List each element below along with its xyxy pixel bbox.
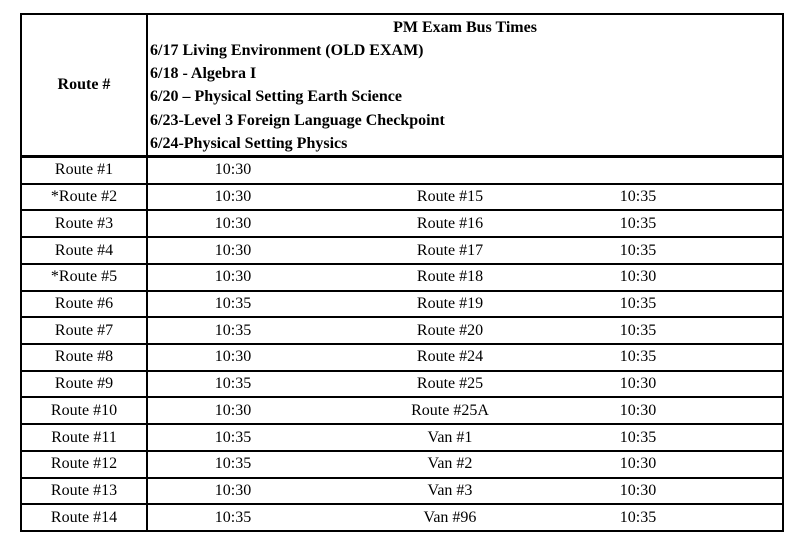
route-cell: Route #15 [416,188,484,206]
time-cell: 10:35 [214,428,252,446]
route-cell: Route #24 [416,348,484,366]
route-cell: Route #6 [22,291,148,317]
route-cell: Route #13 [22,478,148,504]
time-cell: 10:30 [214,161,252,179]
route-cell: Route #10 [22,398,148,424]
time-cell: 10:35 [619,241,657,259]
table-row: Route #10 10:30 Route #25A 10:30 [22,398,782,426]
time-cell: 10:35 [214,294,252,312]
table-row: Route #13 10:30 Van #3 10:30 [22,478,782,506]
route-cell: *Route #5 [22,264,148,290]
time-cell: 10:35 [619,294,657,312]
time-cell: 10:30 [619,481,657,499]
route-cell: Van #1 [427,428,473,446]
route-cell: Route #25 [416,375,484,393]
table-row: Route #11 10:35 Van #1 10:35 [22,425,782,452]
empty-cell [694,185,782,210]
route-cell [318,158,582,183]
table-row: *Route #5 10:30 Route #18 10:30 [22,264,782,292]
table-row: Route #1 10:30 [22,158,782,185]
time-cell: 10:30 [214,188,252,206]
route-cell: Route #1 [22,158,148,183]
table-header-row: Route # PM Exam Bus Times 6/17 Living En… [22,15,782,158]
route-cell: Route #3 [22,211,148,237]
empty-cell [694,372,782,397]
table-row: *Route #2 10:30 Route #15 10:35 [22,184,782,212]
time-cell: 10:35 [214,455,252,473]
time-cell: 10:30 [619,375,657,393]
table-row: Route #7 10:35 Route #20 10:35 [22,318,782,346]
time-cell: 10:30 [214,268,252,286]
empty-cell [694,292,782,317]
empty-cell [694,238,782,263]
empty-cell [694,211,782,236]
table-header-info: PM Exam Bus Times 6/17 Living Environmen… [148,15,782,155]
exam-line: 6/23-Level 3 Foreign Language Checkpoint [150,111,445,129]
time-cell: 10:30 [619,455,657,473]
table-row: Route #12 10:35 Van #2 10:30 [22,451,782,479]
empty-cell [694,318,782,343]
bus-times-table: Route # PM Exam Bus Times 6/17 Living En… [20,13,784,532]
route-cell: Route #17 [416,241,484,259]
route-cell: Route #7 [22,318,148,344]
time-cell: 10:35 [619,214,657,232]
time-cell: 10:30 [619,268,657,286]
time-cell: 10:35 [619,508,657,526]
route-cell: Route #25A [411,401,489,419]
time-cell: 10:35 [619,428,657,446]
table-row: Route #14 10:35 Van #96 10:35 [22,505,782,531]
time-cell: 10:30 [619,401,657,419]
empty-cell [694,158,782,183]
empty-cell [694,425,782,450]
route-cell: Route #11 [22,425,148,450]
empty-cell [694,398,782,423]
route-cell: Route #18 [416,268,484,286]
exam-line: 6/24-Physical Setting Physics [150,134,348,152]
route-cell: Route #20 [416,321,484,339]
table-row: Route #6 10:35 Route #19 10:35 [22,291,782,319]
time-cell: 10:30 [214,401,252,419]
time-cell [582,158,694,183]
route-cell: Van #2 [427,455,473,473]
route-cell: Van #96 [423,508,477,526]
empty-cell [694,345,782,370]
empty-cell [694,452,782,477]
time-cell: 10:35 [619,188,657,206]
route-cell: Route #14 [22,505,148,531]
route-column-header: Route # [22,15,148,155]
route-cell: Van #3 [427,481,473,499]
time-cell: 10:30 [214,241,252,259]
time-cell: 10:35 [619,321,657,339]
time-cell: 10:30 [214,214,252,232]
empty-cell [694,505,782,530]
route-cell: Route #9 [22,371,148,397]
route-cell: *Route #2 [22,184,148,210]
exam-line: 6/17 Living Environment (OLD EXAM) [150,42,424,59]
time-cell: 10:35 [214,375,252,393]
time-cell: 10:35 [214,321,252,339]
table-row: Route #4 10:30 Route #17 10:35 [22,238,782,265]
table-row: Route #3 10:30 Route #16 10:35 [22,211,782,239]
exam-line: 6/18 - Algebra I [150,65,257,83]
exam-line: 6/20 – Physical Setting Earth Science [150,88,402,106]
table-row: Route #9 10:35 Route #25 10:30 [22,371,782,399]
time-cell: 10:35 [619,348,657,366]
empty-cell [694,479,782,504]
time-cell: 10:30 [214,348,252,366]
time-cell: 10:30 [214,481,252,499]
route-cell: Route #19 [416,294,484,312]
table-title: PM Exam Bus Times [393,19,537,36]
table-row: Route #8 10:30 Route #24 10:35 [22,345,782,372]
empty-cell [694,265,782,290]
route-cell: Route #12 [22,451,148,477]
time-cell: 10:35 [214,508,252,526]
route-cell: Route #8 [22,345,148,370]
route-cell: Route #4 [22,238,148,263]
route-cell: Route #16 [416,214,484,232]
